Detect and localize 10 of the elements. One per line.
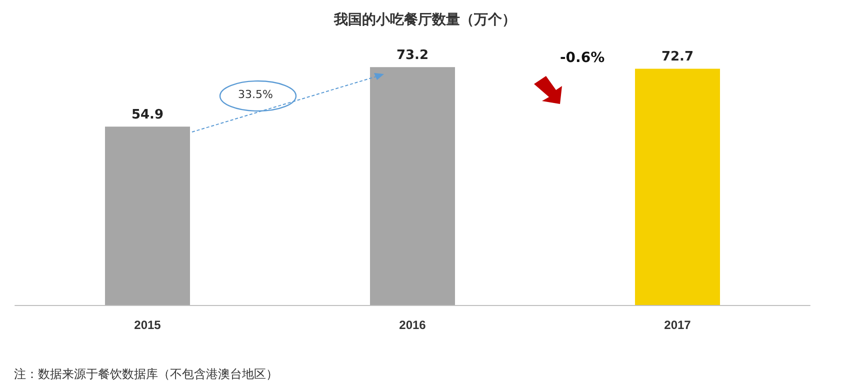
x-tick-label: 2017	[664, 318, 692, 332]
x-tick-label: 2016	[399, 318, 426, 332]
annotation: 33.5%	[238, 88, 273, 101]
data-label: 54.9	[131, 108, 164, 123]
text: -0.6%	[560, 50, 605, 66]
chart-title: 我国的小吃餐厅数量（万个）	[333, 12, 516, 28]
text: 注：数据来源于餐饮数据库（不包含港澳台地区）	[14, 366, 278, 383]
data-label: 72.7	[661, 50, 694, 65]
data-label: 73.2	[396, 48, 429, 64]
x-tick-label: 2015	[134, 318, 162, 332]
